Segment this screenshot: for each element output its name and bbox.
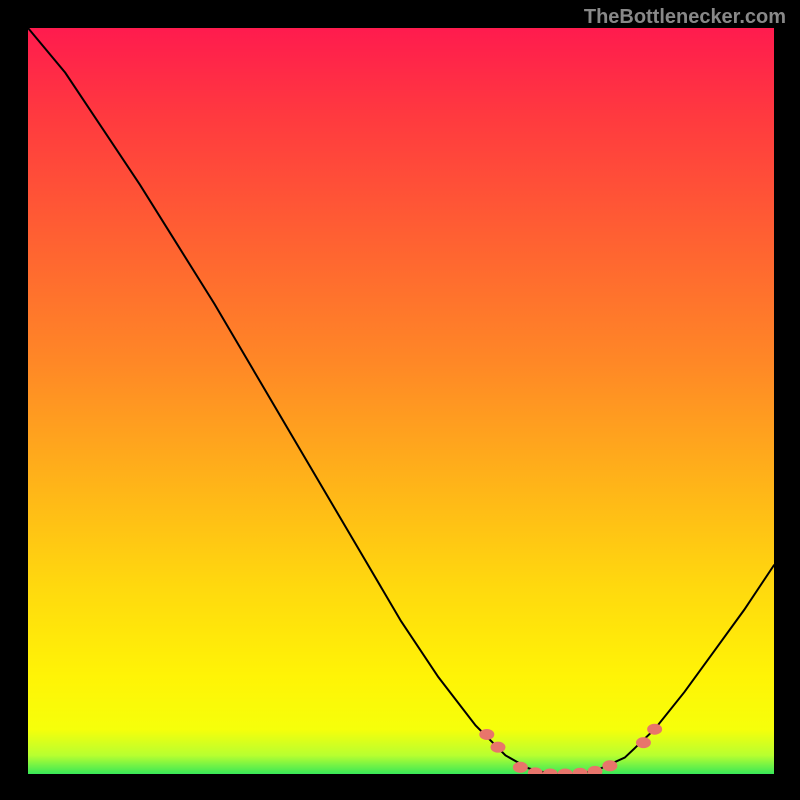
data-dot	[573, 768, 587, 774]
data-dot	[480, 729, 494, 739]
data-dot	[603, 761, 617, 771]
dots-layer	[28, 28, 774, 774]
data-dot	[558, 769, 572, 774]
chart-plot-area	[28, 28, 774, 774]
data-dot	[491, 742, 505, 752]
data-dot	[513, 762, 527, 772]
chart-container: TheBottlenecker.com	[0, 0, 800, 800]
data-dot	[636, 738, 650, 748]
data-dot	[528, 768, 542, 774]
data-dot	[588, 766, 602, 774]
data-dot	[648, 724, 662, 734]
data-dot	[543, 769, 557, 774]
attribution-text: TheBottlenecker.com	[584, 6, 786, 29]
